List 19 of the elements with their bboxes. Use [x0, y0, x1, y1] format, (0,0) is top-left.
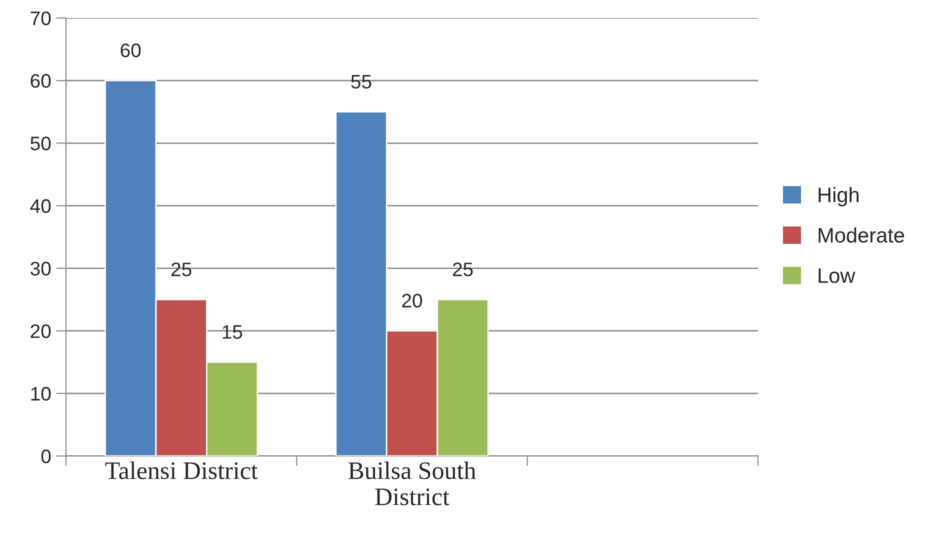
- x-tick-label: Builsa South District: [348, 462, 476, 506]
- y-tick-label: 0: [41, 449, 51, 464]
- y-tick-label: 50: [30, 136, 51, 150]
- y-tick-label: 10: [31, 386, 51, 401]
- y-tick-label: 70: [30, 11, 51, 26]
- data-label: 20: [402, 294, 422, 308]
- y-tick-label: 60: [30, 74, 51, 88]
- legend-label: Moderate: [818, 227, 904, 243]
- data-label: 55: [351, 75, 372, 89]
- data-label: 25: [452, 262, 473, 276]
- data-label: 25: [172, 262, 192, 276]
- data-label: 60: [120, 44, 141, 58]
- x-tick-label: Talensi District: [105, 462, 258, 480]
- y-tick-label: 20: [30, 324, 51, 338]
- y-tick-label: 30: [30, 262, 51, 276]
- data-label: 15: [222, 325, 242, 339]
- y-tick-label: 40: [30, 199, 51, 213]
- legend-label: High: [818, 186, 858, 206]
- legend-label: Low: [818, 268, 856, 284]
